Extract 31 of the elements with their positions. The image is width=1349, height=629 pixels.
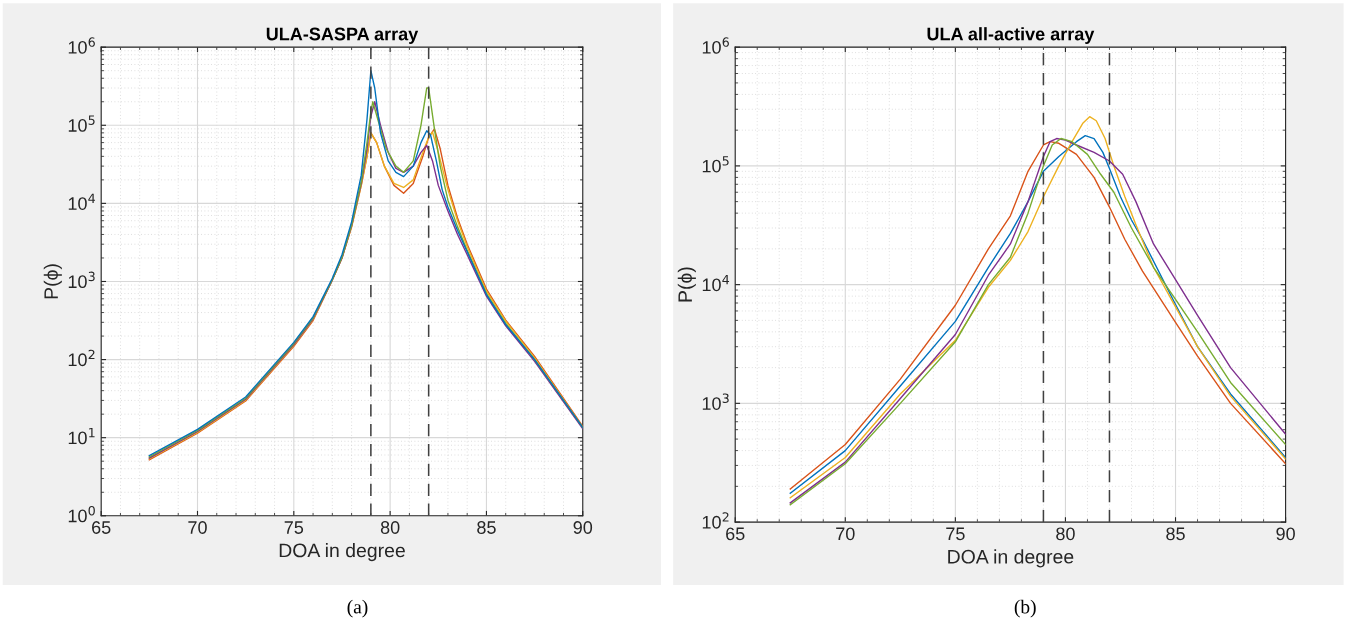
x-tick-label: 80 [380,521,400,534]
x-tick-label: 75 [284,521,304,534]
x-tick-label: 90 [1276,527,1295,541]
text: (a) [347,599,368,618]
x-tick-label: 75 [946,527,965,541]
y-tick-label: 10$^{6}$ [68,37,95,54]
x-tick-label: 85 [1166,527,1185,541]
x-tick-label: 70 [836,527,855,541]
x-tick-label: 70 [188,521,207,534]
text: (b) [1014,599,1036,618]
x-tick-label: 65 [726,527,745,541]
y-tick-label: 10$^{6}$ [702,37,729,54]
x-tick-label: 80 [1056,527,1075,541]
y-tick-label: 10$^{3}$ [702,393,729,410]
y-tick-label: 10$^{1}$ [68,427,95,445]
chart-title: ULA all-active array [927,27,1095,44]
y-tick-label: 10$^{2}$ [68,349,95,367]
y-tick-label: 10$^{2}$ [702,512,729,529]
x-tick-label: 65 [92,521,111,534]
y-tick-label: 10$^{5}$ [702,156,729,173]
chart-title: ULA-SASPA array [266,27,419,44]
y-tick-label: 10$^{4}$ [68,193,96,210]
y-tick-label: 10$^{3}$ [68,271,95,289]
y-tick-label: 10$^{4}$ [702,274,730,292]
x-tick-label: 85 [477,521,496,534]
y-axis-title: P(ϕ) [677,267,696,302]
y-axis-title: P(ϕ) [43,264,62,299]
x-tick-label: 90 [573,521,593,534]
x-axis-title: DOA in degree [948,549,1074,568]
x-axis-title: DOA in degree [279,543,405,562]
y-tick-label: 10$^{5}$ [68,115,95,132]
